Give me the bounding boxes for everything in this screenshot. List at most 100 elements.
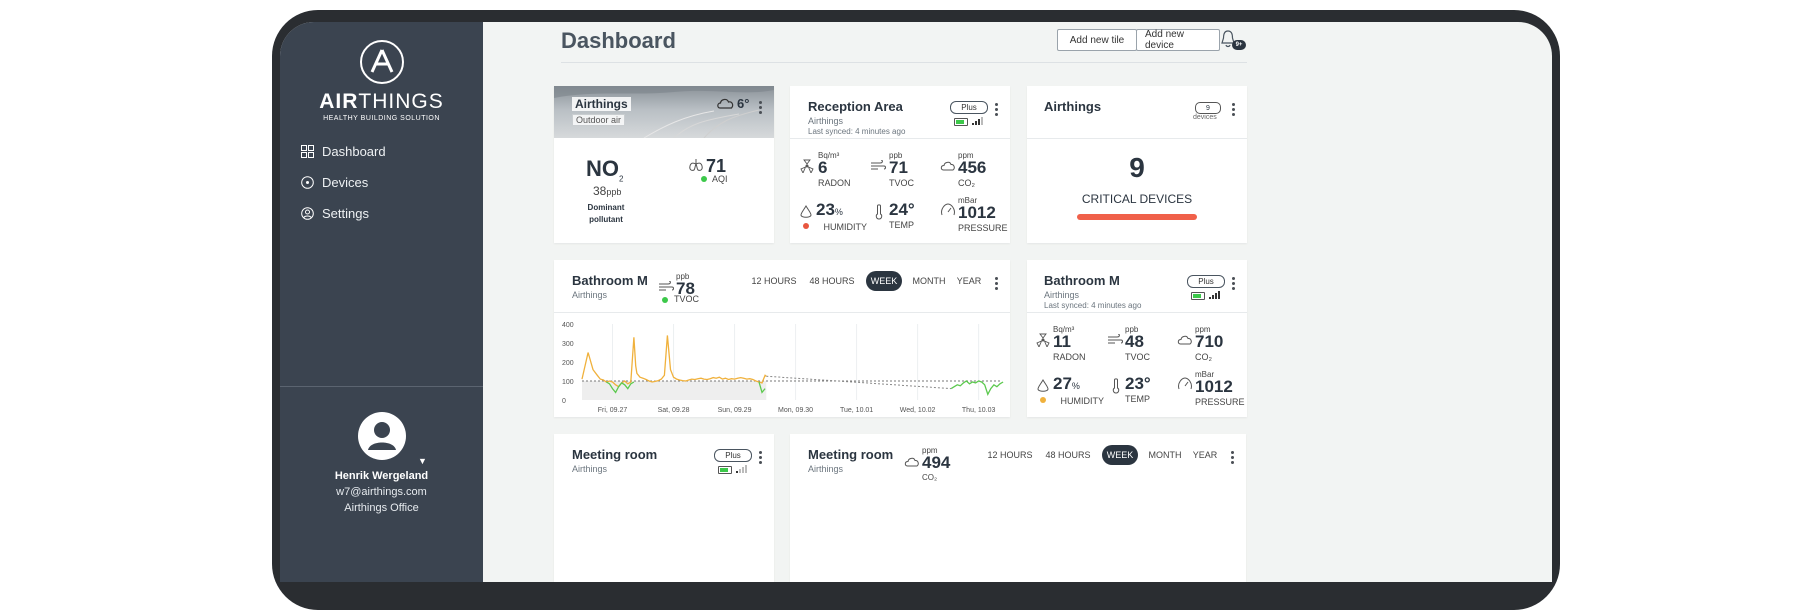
- more-options-icon[interactable]: [1232, 103, 1236, 118]
- sidebar-nav: Dashboard Devices Settings: [300, 136, 386, 229]
- plan-badge: Plus: [950, 101, 988, 114]
- timeframe-48-hours[interactable]: 48 HOURS: [809, 276, 855, 286]
- card-divider: [790, 138, 1010, 139]
- avatar[interactable]: [357, 412, 406, 460]
- timeframe-12-hours[interactable]: 12 HOURS: [751, 276, 797, 286]
- y-tick-label: 300: [562, 341, 574, 348]
- pollutant-value: 38ppb: [593, 184, 622, 198]
- grid-icon: [300, 145, 314, 159]
- devices-count-badge: 9: [1195, 102, 1221, 114]
- aqi-value: 71: [706, 156, 727, 176]
- wind-icon: [658, 280, 674, 298]
- chart-device-title: Bathroom M: [572, 273, 648, 288]
- battery-icon: [718, 466, 732, 474]
- sidebar-item-settings[interactable]: Settings: [300, 198, 386, 229]
- add-device-button[interactable]: Add new device: [1136, 29, 1220, 51]
- device-location: Airthings: [808, 116, 844, 126]
- x-tick-label: Sun, 09.29: [718, 407, 752, 414]
- temp-metric: 23° TEMP: [1125, 374, 1151, 404]
- user-profile[interactable]: ▼ Henrik Wergeland w7@airthings.com Airt…: [280, 412, 483, 514]
- outdoor-air-card[interactable]: Airthings Outdoor air 6° NO2 38ppb Domin…: [554, 86, 774, 243]
- tvoc-line-chart[interactable]: 400 300 200 100 0 Fri, 09.27 Sat, 09.28 Sun, 09…: [554, 312, 1010, 417]
- chart-device-location: Airthings: [572, 290, 608, 300]
- battery-icon: [1191, 292, 1205, 300]
- bathroom-card[interactable]: Bathroom M Airthings Last synced: 4 minu…: [1027, 260, 1247, 417]
- airthings-logo[interactable]: AIRTHINGS HEALTHY BUILDING SOLUTION: [280, 40, 483, 122]
- timeframe-week[interactable]: WEEK: [866, 271, 902, 291]
- outdoor-temperature: 6°: [737, 96, 750, 111]
- timeframe-year[interactable]: YEAR: [1192, 450, 1218, 460]
- radon-metric: Bq/m³ 11 RADON: [1053, 325, 1086, 362]
- pressure-metric: mBar 1012 PRESSURE: [1195, 370, 1245, 407]
- tvoc-status-dot: [662, 297, 668, 303]
- cloud-icon: [716, 96, 736, 115]
- meeting-room-card[interactable]: Meeting room Airthings Plus: [554, 434, 774, 582]
- timeframe-year[interactable]: YEAR: [956, 276, 982, 286]
- more-options-icon[interactable]: [1232, 277, 1236, 292]
- outdoor-title: Airthings: [572, 97, 631, 111]
- main-content: Dashboard Add new tile Add new device 9+…: [483, 22, 1552, 582]
- radon-icon: [799, 159, 815, 178]
- humidity-metric: 27% HUMIDITY: [1053, 374, 1105, 406]
- aqi-label: AQI: [712, 174, 728, 184]
- timeframe-month[interactable]: MONTH: [1148, 450, 1182, 460]
- tvoc-chart-card[interactable]: Bathroom M Airthings ppb 78 TVOC 12 HOURS…: [554, 260, 1010, 417]
- plan-badge: Plus: [1187, 275, 1225, 288]
- last-synced: Last synced: 4 minutes ago: [1044, 301, 1142, 310]
- timeframe-month[interactable]: MONTH: [912, 276, 946, 286]
- chevron-down-icon[interactable]: ▼: [418, 456, 427, 466]
- y-tick-label: 400: [562, 322, 574, 329]
- droplet-icon: [1037, 379, 1049, 398]
- series-line-below-threshold: [950, 380, 1004, 396]
- x-tick-label: Thu, 10.03: [962, 407, 996, 414]
- temp-metric: 24° TEMP: [889, 200, 915, 230]
- bell-icon[interactable]: [1221, 30, 1235, 53]
- device-title: Meeting room: [572, 447, 658, 462]
- card-divider: [1027, 312, 1247, 313]
- critical-status-bar: [1077, 214, 1197, 220]
- series-line-below-threshold: [758, 381, 766, 394]
- wind-icon: [870, 159, 886, 177]
- x-tick-label: Tue, 10.01: [840, 407, 873, 414]
- reception-area-card[interactable]: Reception Area Airthings Last synced: 4 …: [790, 86, 1010, 243]
- timeframe-48-hours[interactable]: 48 HOURS: [1045, 450, 1091, 460]
- add-tile-button[interactable]: Add new tile: [1057, 29, 1137, 51]
- sidebar-item-label: Settings: [322, 206, 369, 221]
- timeframe-week[interactable]: WEEK: [1102, 445, 1138, 465]
- aqi-status-dot: [701, 176, 707, 182]
- timeframe-12-hours[interactable]: 12 HOURS: [987, 450, 1033, 460]
- critical-devices-count: 9: [1129, 152, 1145, 183]
- devices-count-label: devices: [1193, 114, 1217, 121]
- thermometer-icon: [1111, 378, 1121, 399]
- more-options-icon[interactable]: [759, 451, 763, 466]
- devices-icon: [300, 176, 314, 190]
- threshold-area: [582, 381, 767, 400]
- settings-icon: [300, 207, 314, 221]
- sidebar-item-dashboard[interactable]: Dashboard: [300, 136, 386, 167]
- cloud-icon: [904, 454, 920, 472]
- user-office: Airthings Office: [344, 502, 419, 514]
- radon-icon: [1035, 333, 1051, 352]
- more-options-icon[interactable]: [1231, 451, 1235, 466]
- radon-metric: Bq/m³ 6 RADON: [818, 151, 851, 188]
- meeting-room-chart-card[interactable]: Meeting room Airthings ppm 494 CO₂ 12 HOUR…: [790, 434, 1246, 582]
- more-options-icon[interactable]: [995, 103, 999, 118]
- signal-icon: [1209, 291, 1221, 299]
- sidebar-divider: [280, 386, 483, 387]
- more-options-icon[interactable]: [759, 101, 763, 116]
- thermometer-icon: [874, 204, 884, 225]
- droplet-icon: [800, 205, 812, 224]
- last-synced: Last synced: 4 minutes ago: [808, 127, 906, 136]
- critical-devices-card[interactable]: Airthings 9 devices 9 CRITICAL DEVICES: [1027, 86, 1247, 243]
- sidebar-item-devices[interactable]: Devices: [300, 167, 386, 198]
- lungs-icon: [688, 158, 704, 177]
- device-location: Airthings: [1044, 290, 1080, 300]
- device-title: Reception Area: [808, 99, 903, 114]
- battery-icon: [954, 118, 968, 126]
- co2-metric: ppm 494 CO₂: [922, 446, 951, 482]
- more-options-icon[interactable]: [995, 277, 999, 292]
- signal-icon: [972, 117, 984, 125]
- chart-tvoc-metric: ppb 78: [676, 272, 695, 298]
- data-gap-line: [766, 375, 952, 390]
- plan-badge: Plus: [714, 449, 752, 462]
